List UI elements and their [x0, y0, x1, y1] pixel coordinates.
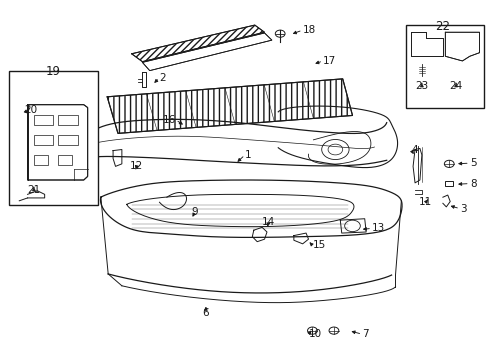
Text: 3: 3 [460, 204, 466, 214]
Text: 11: 11 [419, 197, 432, 207]
Bar [406, 25, 485, 108]
Bar [445, 181, 453, 186]
Text: 15: 15 [313, 240, 326, 250]
Polygon shape [107, 79, 352, 134]
Text: 7: 7 [362, 329, 369, 339]
Text: 24: 24 [449, 81, 463, 91]
Text: 17: 17 [323, 56, 337, 66]
Text: 4: 4 [411, 144, 418, 154]
Bar [58, 116, 78, 126]
Text: 21: 21 [27, 185, 41, 195]
Text: 1: 1 [245, 150, 252, 160]
Text: 16: 16 [162, 115, 175, 125]
Text: 14: 14 [262, 217, 275, 227]
Text: 2: 2 [159, 73, 166, 83]
Bar [34, 135, 53, 145]
Text: 23: 23 [415, 81, 428, 91]
Polygon shape [27, 105, 88, 180]
Text: 18: 18 [303, 25, 316, 35]
Text: 8: 8 [470, 179, 476, 189]
Text: 10: 10 [309, 329, 321, 339]
Polygon shape [411, 32, 443, 56]
Text: 20: 20 [24, 105, 37, 115]
Text: 5: 5 [470, 158, 476, 168]
Polygon shape [143, 33, 272, 71]
Bar [9, 71, 98, 205]
Text: 13: 13 [372, 224, 385, 233]
Text: 19: 19 [46, 65, 61, 78]
Text: 9: 9 [192, 207, 198, 217]
Bar [58, 135, 78, 145]
Polygon shape [132, 25, 265, 62]
Bar [34, 155, 48, 165]
Bar [58, 155, 72, 165]
Text: 22: 22 [436, 20, 450, 33]
Polygon shape [445, 32, 480, 61]
Bar [34, 116, 53, 126]
Text: 12: 12 [130, 161, 143, 171]
Text: 6: 6 [202, 308, 209, 318]
